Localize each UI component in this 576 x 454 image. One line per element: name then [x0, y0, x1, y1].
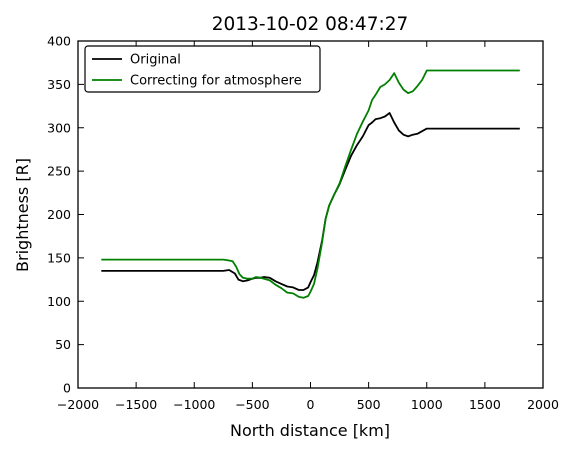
y-axis-label: Brightness [R] [13, 158, 32, 272]
legend-label: Correcting for atmosphere [130, 74, 302, 89]
y-tick-label: 300 [47, 120, 71, 135]
y-tick-label: 150 [47, 250, 71, 265]
x-tick-label: 500 [357, 397, 381, 412]
series-line-corrected [101, 69, 520, 299]
y-tick-label: 250 [47, 164, 71, 179]
axes-frame [77, 40, 544, 389]
axis-ticks: −2000 −1500 −1000 −500 0 500 1000 1500 2000 0 50 10… [47, 34, 559, 413]
legend-box [84, 45, 321, 93]
x-tick-label: 1500 [469, 397, 501, 412]
y-tick-label: 200 [47, 207, 71, 222]
x-tick-label: −1500 [115, 397, 157, 412]
x-tick-label: −500 [235, 397, 269, 412]
x-tick-label: 1000 [411, 397, 443, 412]
y-tick-label: 350 [47, 77, 71, 92]
y-tick-label: 50 [55, 337, 71, 352]
y-tick-label: 400 [47, 34, 71, 49]
y-tick-label: 0 [63, 381, 71, 396]
series-line-original [101, 112, 520, 291]
x-tick-label: −2000 [57, 397, 99, 412]
chart-title: 2013-10-02 08:47:27 [212, 14, 408, 35]
plot-area [77, 40, 544, 389]
x-axis-label: North distance [km] [230, 421, 390, 440]
x-tick-label: −1000 [173, 397, 215, 412]
legend: Original Correcting for atmosphere [84, 45, 321, 93]
legend-label: Original [130, 53, 181, 68]
x-tick-label: 0 [307, 397, 315, 412]
x-tick-label: 2000 [527, 397, 559, 412]
y-tick-label: 100 [47, 294, 71, 309]
